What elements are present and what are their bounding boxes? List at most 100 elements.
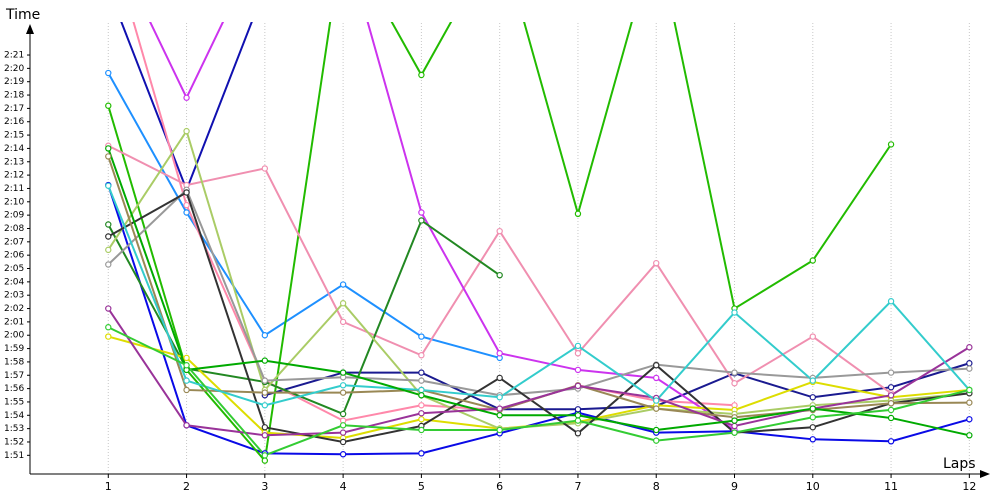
point (496, 412, 503, 419)
point (183, 201, 190, 209)
y-tick-label: 2:08 (4, 224, 24, 234)
ticks: 1 2 3 4 5 6 7 8 9 10 11 121:511:521:531:541:551:561… (4, 51, 976, 493)
point (339, 422, 347, 429)
point (183, 354, 190, 362)
point (574, 412, 582, 419)
point (339, 451, 347, 458)
y-tick-label: 2:15 (4, 131, 24, 141)
x-tick-label: 7 (574, 480, 581, 493)
point (574, 417, 582, 424)
point (339, 300, 347, 307)
point (418, 416, 425, 423)
point (653, 259, 660, 267)
point (261, 452, 269, 459)
x-tick-label: 4 (340, 480, 347, 493)
y-tick-label: 2:04 (4, 277, 24, 287)
point (653, 362, 660, 369)
series-line (107, 72, 500, 359)
point (261, 432, 269, 439)
y-tick-label: 1:52 (4, 437, 24, 447)
point (339, 281, 347, 288)
point (105, 153, 112, 160)
point (339, 389, 347, 396)
point (966, 365, 973, 372)
point (339, 429, 347, 436)
y-tick-label: 2:13 (4, 157, 24, 167)
point (418, 352, 425, 359)
y-tick-label: 1:55 (4, 397, 24, 407)
point (887, 438, 895, 445)
point (731, 369, 738, 376)
plot-area (105, 22, 973, 464)
point (731, 309, 738, 316)
point (731, 380, 738, 387)
series-line (107, 218, 501, 416)
point (183, 189, 190, 196)
point (966, 360, 973, 367)
x-tick-label: 5 (418, 480, 425, 493)
point (261, 165, 269, 172)
point (731, 422, 738, 430)
point (653, 426, 660, 434)
y-tick-label: 2:19 (4, 77, 24, 87)
y-tick-label: 1:51 (4, 451, 24, 461)
x-tick-label: 10 (806, 480, 820, 493)
point (966, 432, 973, 439)
y-axis-title: Time (5, 7, 40, 23)
point (653, 374, 660, 382)
y-tick-label: 1:53 (4, 424, 24, 434)
point (809, 424, 816, 431)
point (809, 405, 816, 412)
x-tick-label: 11 (884, 480, 898, 493)
point (339, 318, 347, 326)
point (574, 382, 582, 390)
point (261, 357, 269, 364)
point (418, 71, 425, 79)
point (653, 397, 660, 404)
y-tick-label: 2:07 (4, 237, 24, 247)
y-tick-label: 1:54 (4, 411, 24, 421)
point (183, 422, 190, 429)
y-tick-label: 2:05 (4, 264, 24, 274)
point (418, 209, 425, 216)
point (418, 386, 425, 394)
point (887, 141, 895, 148)
point (966, 344, 973, 351)
point (183, 94, 190, 101)
series-line (107, 185, 971, 407)
point (496, 394, 503, 401)
point (105, 305, 112, 312)
point (966, 399, 973, 406)
point (887, 369, 895, 376)
y-axis-arrow (26, 24, 34, 34)
y-tick-label: 1:59 (4, 344, 24, 354)
point (418, 392, 425, 399)
point (653, 405, 660, 412)
point (418, 377, 425, 384)
point (887, 406, 895, 414)
x-tick-label: 3 (261, 480, 268, 493)
x-tick-label: 1 (105, 480, 112, 493)
point (887, 414, 895, 422)
point (339, 438, 347, 446)
y-tick-label: 1:57 (4, 371, 24, 381)
point (105, 246, 112, 254)
point (653, 437, 660, 444)
series-line (264, 362, 970, 411)
point (496, 350, 503, 357)
point (261, 457, 269, 464)
point (966, 416, 973, 423)
y-tick-label: 2:02 (4, 304, 24, 314)
series-line (107, 148, 970, 437)
point (496, 374, 503, 382)
point (966, 386, 973, 394)
x-tick-label: 12 (962, 480, 976, 493)
point (105, 261, 112, 268)
series-line (107, 22, 892, 463)
y-tick-label: 2:14 (4, 144, 24, 154)
point (105, 233, 112, 240)
point (574, 210, 582, 218)
point (496, 405, 503, 412)
